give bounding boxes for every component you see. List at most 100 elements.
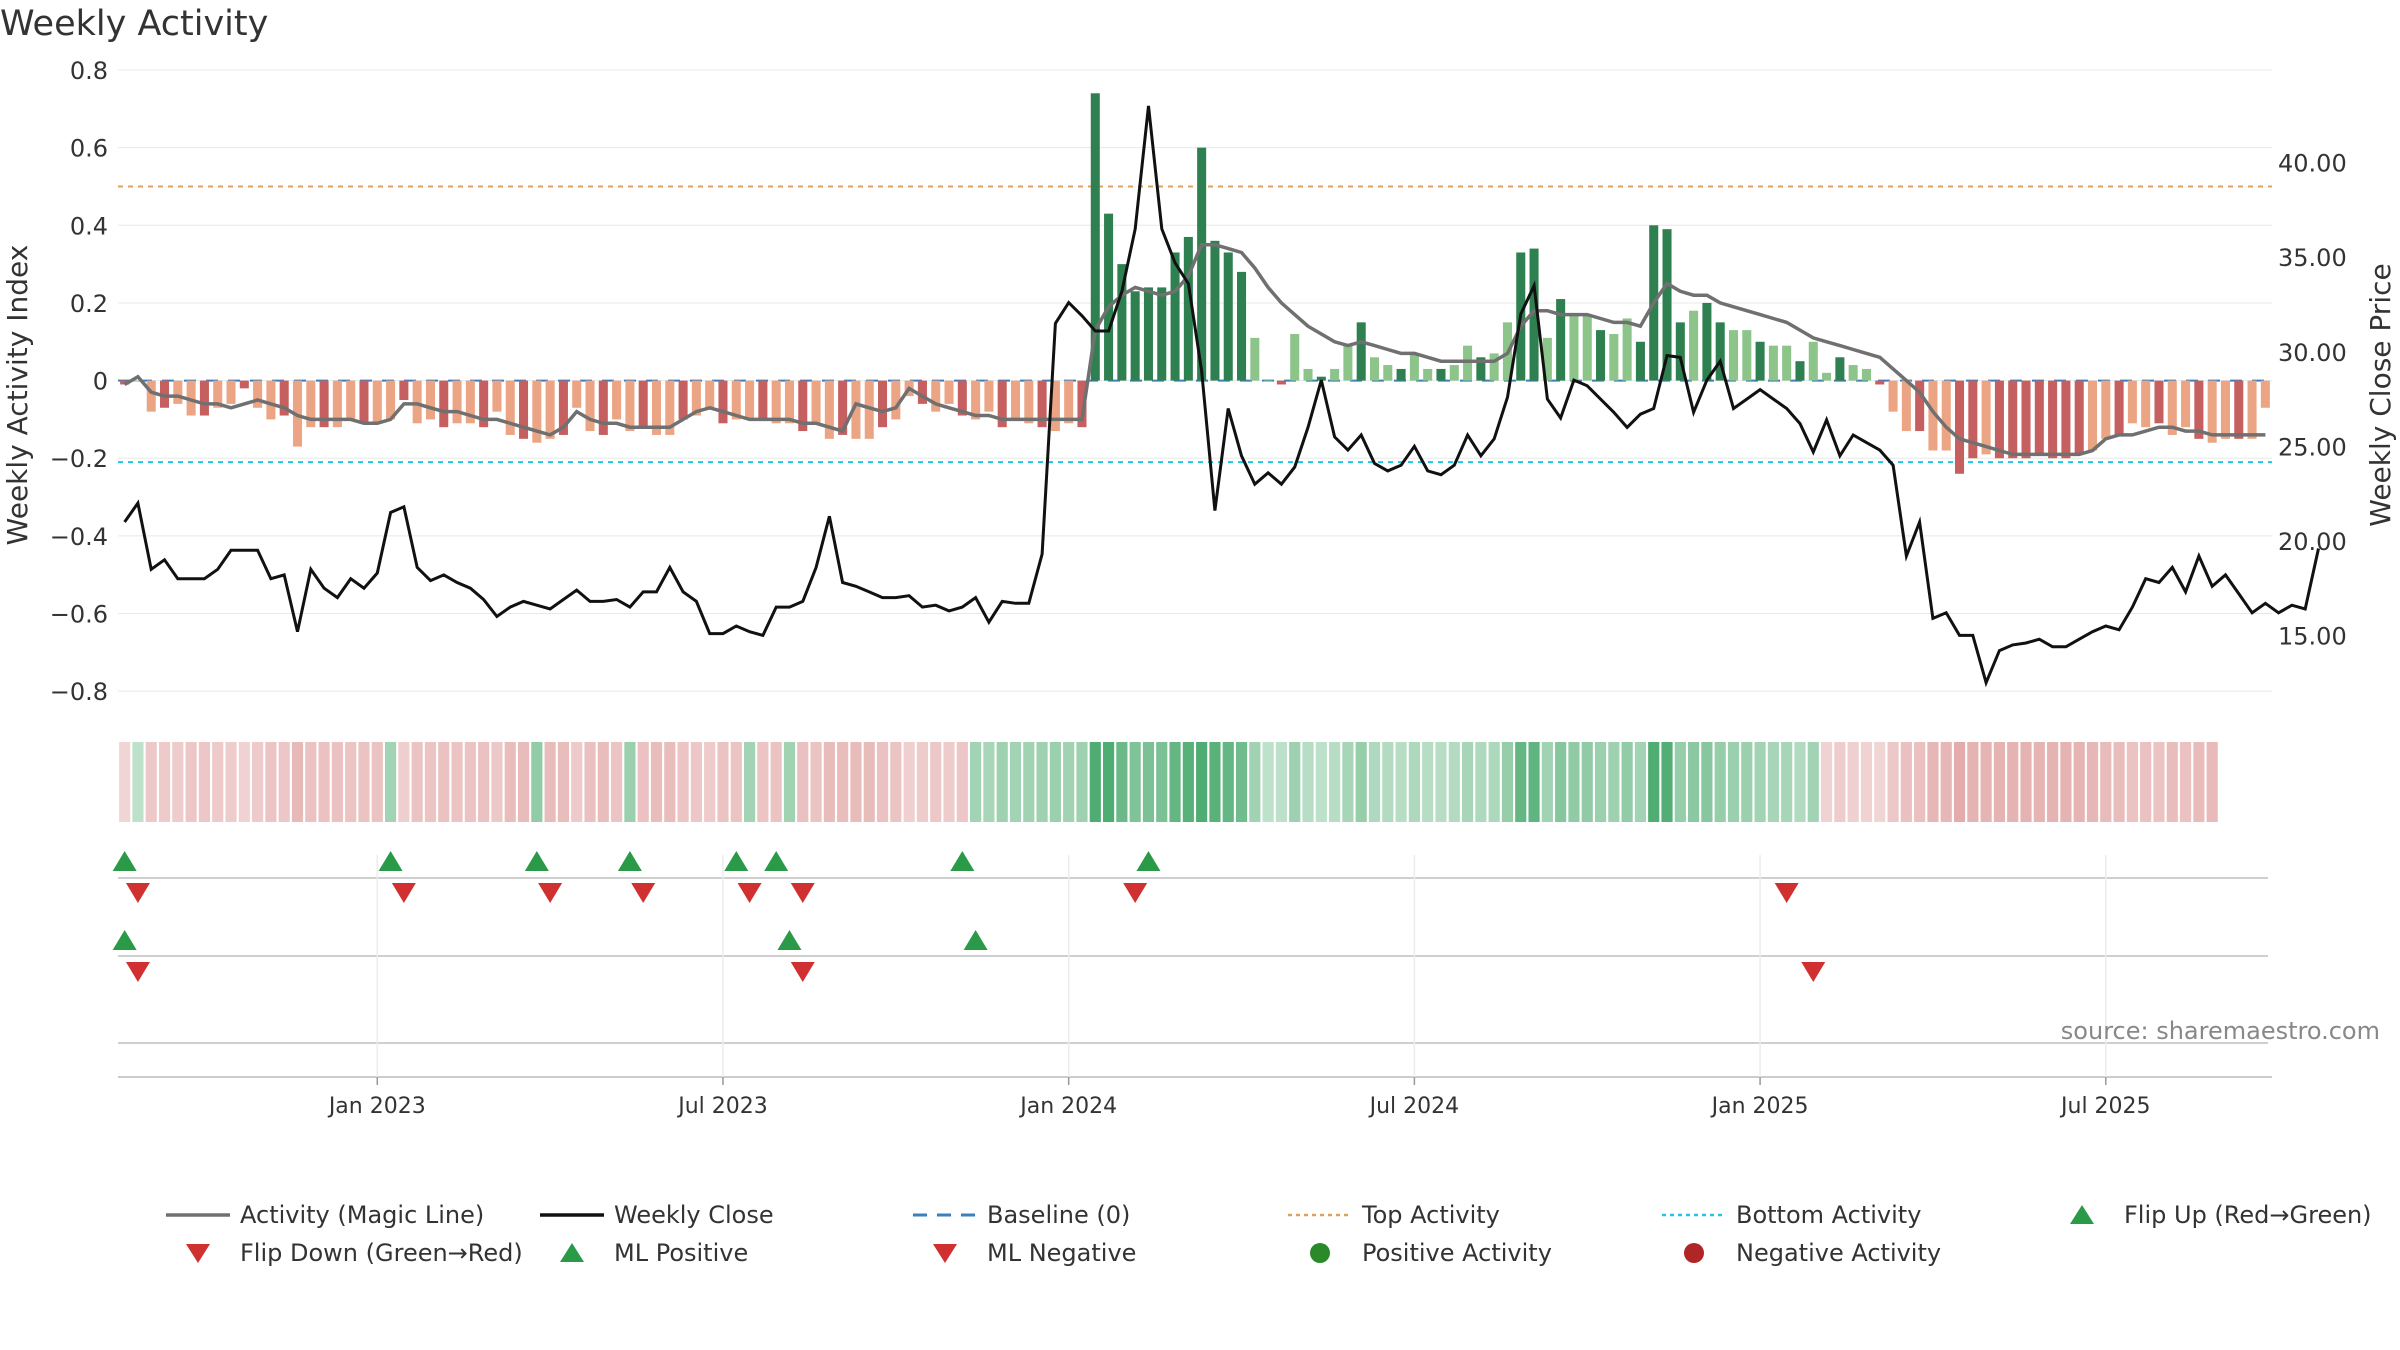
regime-cell: [970, 742, 982, 822]
y-axis-label: Weekly Activity Index: [1, 245, 34, 546]
activity-bar: [1635, 341, 1645, 381]
regime-cell: [1555, 742, 1567, 822]
legend-label: Negative Activity: [1736, 1239, 1942, 1267]
y-tick-label: 0.4: [70, 212, 108, 240]
regime-cell: [1169, 742, 1181, 822]
regime-cell: [2140, 742, 2152, 822]
y-tick-label: −0.6: [50, 601, 108, 629]
legend-triangle-up: [2070, 1205, 2094, 1224]
activity-bar: [253, 380, 263, 408]
regime-cell: [2206, 742, 2218, 822]
regime-cell: [1182, 742, 1194, 822]
regime-cell: [1515, 742, 1527, 822]
activity-bar: [665, 380, 675, 435]
flip-down-marker: [631, 883, 656, 903]
legend-label: Flip Up (Red→Green): [2124, 1201, 2372, 1229]
regime-cell: [624, 742, 636, 822]
regime-cell: [1754, 742, 1766, 822]
legend-label: Activity (Magic Line): [240, 1201, 485, 1229]
activity-bar: [585, 380, 595, 432]
legend-item: Bottom Activity: [1662, 1196, 1921, 1234]
activity-bar: [1130, 291, 1140, 381]
regime-cell: [2193, 742, 2205, 822]
regime-cell: [1688, 742, 1700, 822]
activity-bar: [412, 380, 422, 424]
weekly-close-line: [123, 105, 2320, 688]
regime-cell: [291, 742, 304, 822]
regime-cell: [1807, 742, 1819, 822]
activity-bar: [1529, 248, 1539, 381]
regime-cell: [145, 742, 157, 822]
activity-bar: [399, 380, 409, 400]
activity-bar: [638, 380, 648, 428]
legend-label: Baseline (0): [987, 1201, 1131, 1229]
regime-cell: [198, 742, 211, 822]
regime-cell: [571, 742, 583, 822]
regime-cell: [1741, 742, 1753, 822]
activity-bar: [1024, 380, 1034, 424]
regime-cell: [1568, 742, 1580, 822]
regime-cell: [1701, 742, 1713, 822]
regime-cell: [1541, 742, 1553, 822]
regime-cell: [1036, 742, 1048, 822]
regime-cell: [1980, 742, 1992, 822]
activity-bar: [612, 380, 622, 420]
activity-bar: [1768, 345, 1778, 381]
regime-cell: [650, 742, 663, 822]
activity-bar: [1090, 93, 1100, 381]
activity-bar: [1383, 365, 1393, 381]
activity-bar: [160, 380, 170, 408]
activity-bar: [1569, 314, 1579, 381]
activity-bar: [1955, 380, 1965, 474]
regime-cell: [504, 742, 516, 822]
flip-down-marker: [1774, 883, 1799, 903]
regime-cell: [1435, 742, 1447, 822]
regime-cell: [1794, 742, 1806, 822]
legend-symbol: [913, 1213, 977, 1217]
regime-cell: [797, 742, 809, 822]
activity-bar: [1981, 380, 1991, 455]
activity-bar: [226, 380, 236, 404]
regime-cell: [1953, 742, 1966, 822]
y2-axis-label: Weekly Close Price: [2364, 263, 2397, 526]
legend-item: Baseline (0): [913, 1196, 1130, 1234]
activity-bar: [1423, 368, 1433, 381]
y-tick-label: −0.4: [50, 523, 108, 551]
y2-tick-label: 30.00: [2278, 339, 2347, 367]
x-tick-label: Jan 2025: [1710, 1094, 1809, 1119]
regime-cell: [1475, 742, 1487, 822]
activity-bar: [1476, 357, 1486, 381]
regime-cell: [1914, 742, 1926, 822]
activity-bar: [2194, 380, 2204, 439]
activity-bar: [1143, 287, 1153, 381]
activity-bar: [1835, 357, 1845, 381]
signal-rows: [112, 851, 2268, 1044]
activity-bar: [1104, 213, 1114, 381]
regime-cell: [637, 742, 649, 822]
activity-bar: [2181, 380, 2191, 428]
activity-bar: [492, 380, 502, 412]
legend-label: Top Activity: [1362, 1201, 1500, 1229]
activity-bar: [1901, 380, 1911, 432]
legend-symbol: [540, 1213, 604, 1217]
y-tick-label: −0.8: [50, 678, 108, 706]
regime-cell: [611, 742, 623, 822]
activity-bar: [1409, 353, 1419, 381]
activity-bar: [173, 380, 183, 404]
weekly-activity-chart: 0.8 0.6 0.4 0.2 0 −0.2 −0.4 −0.6 −0.8 40.00 35.00…: [1, 57, 2397, 1119]
legend-symbol: [166, 1213, 230, 1217]
legend-item: Negative Activity: [1662, 1234, 1941, 1272]
regime-cell: [943, 742, 955, 822]
activity-bar: [1050, 380, 1060, 432]
activity-bar: [2141, 380, 2151, 428]
flip-down-marker: [538, 883, 563, 903]
activity-bar: [691, 380, 701, 416]
activity-bar: [1290, 334, 1300, 381]
regime-cell: [1009, 742, 1022, 822]
regime-cell: [903, 742, 915, 822]
regime-cell: [1820, 742, 1833, 822]
magic-line: [123, 242, 2266, 457]
series-lines: [123, 105, 2320, 688]
regime-cell: [1275, 742, 1288, 822]
regime-cell: [1102, 742, 1115, 822]
